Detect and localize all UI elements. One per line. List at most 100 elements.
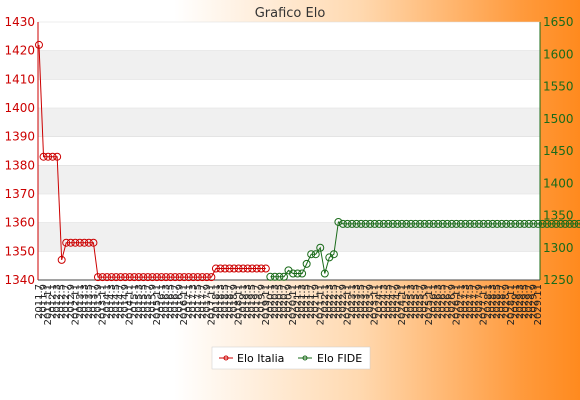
x-tick-label: 2015.3 — [134, 284, 145, 319]
legend-item-elo-fide[interactable]: Elo FIDE — [298, 352, 362, 365]
data-point — [524, 219, 533, 228]
right-tick-label: 1400 — [543, 176, 574, 190]
data-point — [320, 269, 329, 278]
grid-band — [38, 108, 540, 137]
x-tick-label: 2013.7 — [88, 284, 99, 319]
x-tick-label: 2028.1 — [483, 284, 494, 319]
x-tick-label: 2013.9 — [93, 284, 104, 319]
x-tick-label: 2016.1 — [156, 284, 167, 319]
x-tick-label: 2027.9 — [474, 284, 485, 319]
left-tick-label: 1340 — [4, 273, 35, 287]
x-tick-label: 2013.5 — [84, 284, 95, 319]
data-point — [334, 217, 343, 226]
series-line — [270, 221, 580, 278]
x-tick-label: 2023.3 — [352, 284, 363, 319]
data-point — [157, 273, 166, 282]
data-point — [48, 152, 57, 161]
x-tick-label: 2027.1 — [456, 284, 467, 319]
data-point — [429, 219, 438, 228]
x-tick-label: 2012.9 — [66, 284, 77, 319]
x-tick-label: 2017.1 — [184, 284, 195, 319]
x-tick-label: 2016.7 — [170, 284, 181, 319]
x-tick-label: 2016.9 — [175, 284, 186, 319]
x-tick-label: 2024.11 — [397, 284, 408, 325]
data-point — [125, 273, 134, 282]
data-point — [565, 219, 574, 228]
x-tick-label: 2017.3 — [188, 284, 199, 319]
data-point — [107, 273, 116, 282]
right-tick-label: 1250 — [543, 273, 574, 287]
data-point — [266, 272, 275, 281]
x-tick-label: 2011.7 — [34, 284, 45, 319]
x-tick-label: 2012.5 — [57, 284, 68, 319]
data-point — [189, 273, 198, 282]
data-point — [520, 219, 529, 228]
x-tick-label: 2026.3 — [433, 284, 444, 319]
data-point — [461, 219, 470, 228]
data-point — [488, 219, 497, 228]
data-point — [180, 273, 189, 282]
data-point — [307, 250, 316, 259]
data-point — [175, 273, 184, 282]
legend-label-elo-fide: Elo FIDE — [317, 352, 362, 365]
x-tick-label: 2025.7 — [415, 284, 426, 319]
data-point — [89, 238, 98, 247]
data-point — [252, 264, 261, 273]
data-point — [497, 219, 506, 228]
data-point — [465, 219, 474, 228]
x-tick-label: 2026.9 — [447, 284, 458, 319]
data-point — [416, 219, 425, 228]
data-point — [338, 219, 347, 228]
data-point — [298, 269, 307, 278]
data-point — [148, 273, 157, 282]
data-point — [62, 238, 71, 247]
x-tick-label: 2012.3 — [52, 284, 63, 319]
data-point — [361, 219, 370, 228]
data-point — [311, 250, 320, 259]
data-point — [230, 264, 239, 273]
x-tick-label: 2017.9 — [202, 284, 213, 319]
x-tick-label: 2026.11 — [451, 284, 462, 325]
left-axis-ticks: 1340 1350 1360 1370 1380 1390 1400 1410 1420 1430 — [4, 15, 35, 287]
x-tick-label: 2028.7 — [497, 284, 508, 319]
x-tick-label: 2018.3 — [215, 284, 226, 319]
data-point — [234, 264, 243, 273]
data-point — [506, 219, 515, 228]
x-tick-label: 2013.11 — [98, 284, 109, 325]
data-point — [393, 219, 402, 228]
x-tick-label: 2012.1 — [48, 284, 59, 319]
data-point — [316, 243, 325, 252]
left-tick-label: 1360 — [4, 216, 35, 230]
data-point — [184, 273, 193, 282]
x-tick-label: 2021.11 — [315, 284, 326, 325]
x-tick-label: 2019.9 — [256, 284, 267, 319]
data-point — [570, 219, 579, 228]
data-point — [211, 264, 220, 273]
series-layer — [35, 40, 580, 282]
data-point — [329, 250, 338, 259]
data-point — [275, 272, 284, 281]
data-point — [366, 219, 375, 228]
x-tick-label: 2029.9 — [528, 284, 539, 319]
x-tick-label: 2023.9 — [365, 284, 376, 319]
data-point — [134, 273, 143, 282]
data-point — [511, 219, 520, 228]
x-tick-label: 2021.1 — [293, 284, 304, 319]
right-tick-label: 1550 — [543, 80, 574, 94]
x-tick-label: 2019.5 — [247, 284, 258, 319]
data-point — [166, 273, 175, 282]
data-point — [561, 219, 570, 228]
right-tick-label: 1650 — [543, 15, 574, 29]
right-axis-ticks: 1250 1300 1350 1400 1450 1500 1550 1600 1650 — [543, 15, 574, 287]
x-tick-label: 2021.9 — [311, 284, 322, 319]
x-tick-label: 2020.11 — [288, 284, 299, 325]
legend-item-elo-italia[interactable]: Elo Italia — [219, 352, 284, 365]
data-point — [80, 238, 89, 247]
legend-label-elo-italia: Elo Italia — [237, 352, 284, 365]
x-tick-label: 2029.5 — [519, 284, 530, 319]
x-tick-label: 2014.11 — [125, 284, 136, 325]
x-tick-label: 2024.5 — [383, 284, 394, 319]
x-tick-label: 2016.11 — [179, 284, 190, 325]
data-point — [202, 273, 211, 282]
data-point — [93, 273, 102, 282]
